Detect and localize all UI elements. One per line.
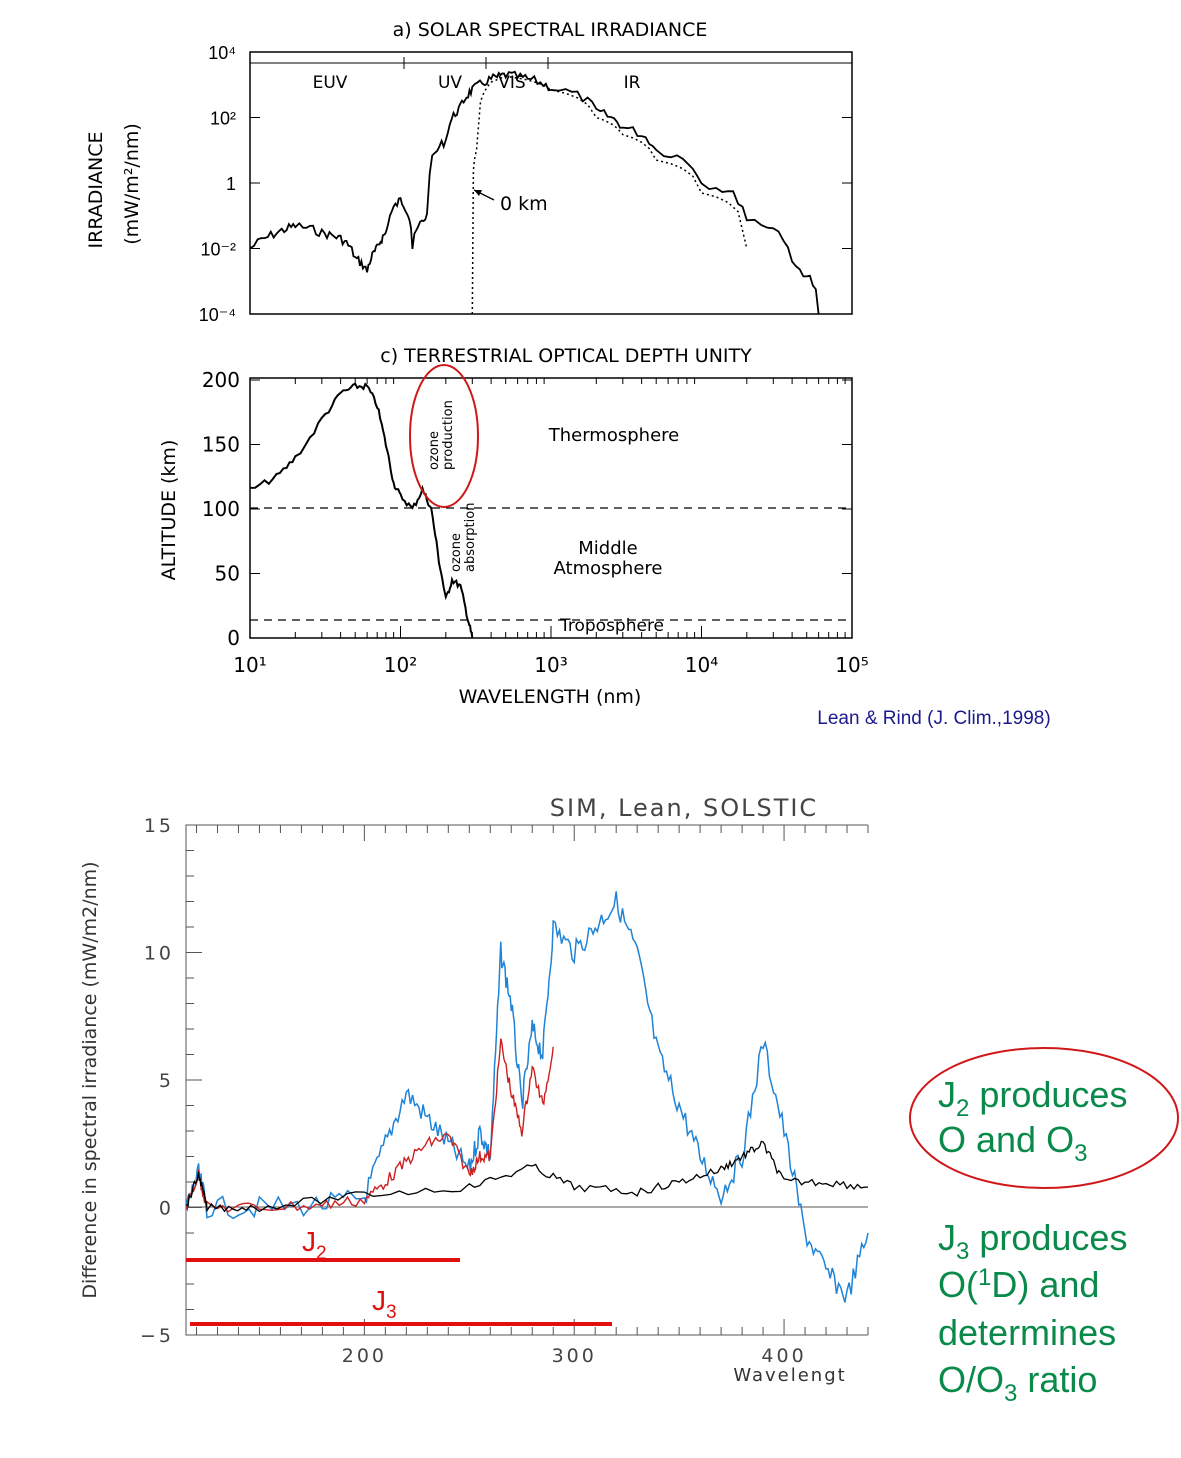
xtick-label: 10¹ [233,653,266,677]
band-label-ir: IR [624,73,641,93]
xtick-label: 10⁴ [685,653,718,677]
panel-a-title: a) SOLAR SPECTRAL IRRADIANCE [393,19,708,41]
ytick-label: 10⁻⁴ [199,305,236,325]
ytick-label: 10⁻² [200,240,236,260]
thermosphere-label: Thermosphere [548,425,679,446]
j2-bar-label: J2 [302,1226,327,1264]
ytick-label: 200 [202,368,240,392]
ytick-label: 10⁴ [208,43,236,63]
band-label-euv: EUV [313,73,348,93]
notes: J2 produces O and O3 J3 produces O(1D) a… [909,1047,1179,1407]
ytick-label: 0 [159,1198,174,1220]
xtick-label: 200 [342,1345,387,1367]
panel-c-xlabel: WAVELENGTH (nm) [459,686,642,708]
xtick-label: 10⁵ [835,653,868,677]
ytick-label: 50 [215,562,240,586]
optical-depth-unity-line [249,382,474,639]
j3-note-line4: O/O3 ratio [938,1359,1097,1407]
ytick-label: 15 [144,815,174,837]
zero-km-annotation: 0 km [473,189,548,215]
svg-text:ozone: ozone [427,431,442,470]
panel-c-xticks: 10¹ 10² 10³ 10⁴ 10⁵ [233,378,869,677]
panel-c: c) TERRESTRIAL OPTICAL DEPTH UNITY ALTIT… [158,345,869,708]
ozone-production-highlight-oval [409,364,479,508]
ytick-label: 150 [202,433,240,457]
j3-bar-label: J3 [372,1285,397,1323]
panel-a-band-markers: EUV UV VIS IR [250,57,852,93]
j2-note-oval [909,1047,1179,1189]
j3-note-line3: determines [938,1312,1116,1353]
band-label-uv: UV [438,73,462,93]
panel-c-title: c) TERRESTRIAL OPTICAL DEPTH UNITY [380,345,752,367]
j3-note-line1: J3 produces [938,1217,1127,1265]
svg-text:production: production [441,400,456,470]
ytick-label: 1 [226,174,236,194]
zero-km-label: 0 km [500,193,548,215]
panel-sim-yticks: 15 10 5 0 −5 [140,815,202,1347]
ytick-label: 10² [210,109,236,129]
ytick-label: 5 [159,1070,174,1092]
panel-sim-title: SIM, Lean, SOLSTIC [550,794,818,822]
ytick-label: −5 [140,1325,174,1347]
svg-text:absorption: absorption [463,503,478,572]
ytick-label: 10 [144,943,174,965]
j2-note-line2: O and O3 [938,1119,1087,1167]
xtick-label: 10³ [534,653,567,677]
lean-difference-line [185,1038,554,1213]
citation: Lean & Rind (J. Clim.,1998) [817,708,1050,729]
xtick-label: 300 [552,1345,597,1367]
panel-c-yticks: 200 150 100 50 0 [202,368,852,650]
ytick-label: 100 [202,497,240,521]
ytick-label: 0 [227,626,240,650]
panel-a-yticks: 10⁴ 10² 1 10⁻² 10⁻⁴ [199,43,852,325]
ozone-absorption-label: ozone absorption [449,503,478,572]
panel-sim-xticks: 200 300 400 [195,825,869,1367]
middle-atmosphere-label-2: Atmosphere [554,558,663,579]
panel-a-ylabel-2: (mW/m²/nm) [121,123,143,245]
xtick-label: 400 [761,1345,806,1367]
panel-c-ylabel: ALTITUDE (km) [158,440,180,581]
j3-note-line2: O(1D) and [938,1264,1099,1305]
panel-a: a) SOLAR SPECTRAL IRRADIANCE IRRADIANCE … [85,19,853,325]
troposphere-label: Troposphere [559,616,664,636]
solstice-difference-line [185,1140,869,1213]
svg-text:ozone: ozone [449,533,464,572]
j2-note-line1: J2 produces [938,1074,1127,1122]
ozone-production-label: ozone production [427,400,456,470]
panel-sim-xlabel: Wavelengt [733,1365,846,1386]
sim-difference-line [185,891,869,1303]
panel-a-ylabel-1: IRRADIANCE [85,132,107,249]
xtick-label: 10² [384,653,417,677]
panel-sim: SIM, Lean, SOLSTIC Difference in spectra… [79,794,882,1386]
middle-atmosphere-label-1: Middle [578,538,637,559]
panel-sim-ylabel: Difference in spectral irradiance (mW/m2… [79,861,101,1298]
irradiance-top-of-atmosphere-line [249,70,820,315]
